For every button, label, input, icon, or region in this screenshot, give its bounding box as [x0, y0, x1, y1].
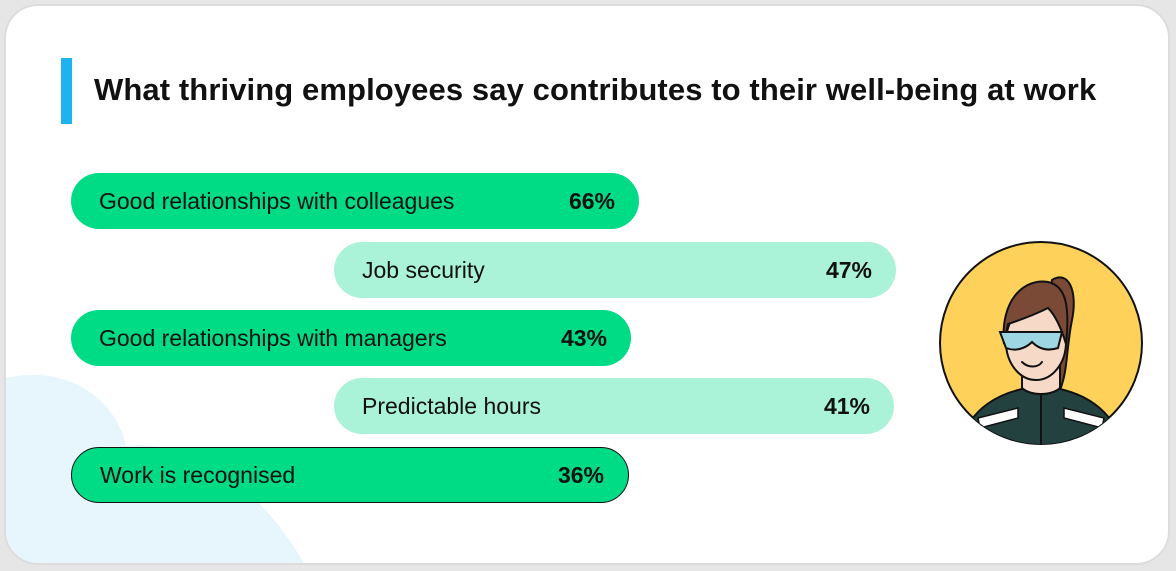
bar-label: Predictable hours [362, 392, 541, 419]
bar-good-relationships-colleagues: Good relationships with colleagues 66% [71, 173, 639, 229]
employee-avatar-illustration [939, 241, 1143, 445]
bar-job-security: Job security 47% [334, 242, 896, 298]
chart-card: What thriving employees say contributes … [4, 4, 1170, 565]
bar-label: Job security [362, 256, 485, 283]
bar-work-recognised: Work is recognised 36% [71, 447, 629, 503]
chart-title: What thriving employees say contributes … [94, 72, 1097, 107]
bar-label: Work is recognised [100, 461, 296, 488]
bar-value-label: 43% [560, 324, 607, 351]
bar-value-label: 47% [825, 256, 872, 283]
bar-value-label: 36% [557, 461, 604, 488]
bar-label: Good relationships with managers [99, 324, 447, 351]
bar-predictable-hours: Predictable hours 41% [334, 378, 894, 434]
bar-good-relationships-managers: Good relationships with managers 43% [71, 310, 631, 366]
bar-label: Good relationships with colleagues [99, 187, 455, 214]
bar-value-label: 66% [568, 187, 615, 214]
title-accent-bar [61, 58, 72, 124]
bar-value-label: 41% [823, 392, 870, 419]
